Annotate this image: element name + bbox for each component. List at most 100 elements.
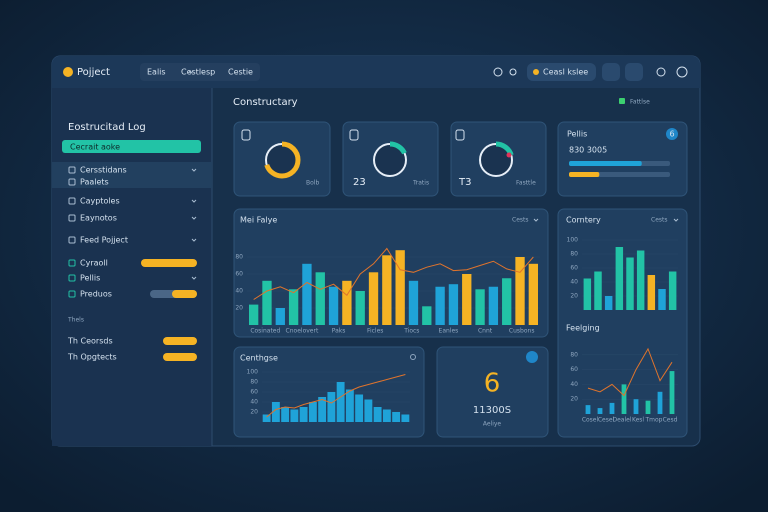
bar	[604, 296, 613, 310]
y-tick-label: 40	[570, 279, 578, 286]
y-tick-label: 60	[570, 366, 578, 373]
chevron[interactable]	[191, 199, 197, 203]
icon[interactable]	[509, 68, 517, 76]
bar	[515, 257, 525, 325]
app-title: Pojject	[77, 67, 110, 78]
chevron[interactable]	[188, 70, 194, 74]
item-icon	[68, 197, 76, 205]
bar	[668, 271, 677, 310]
y-tick-label: 20	[570, 293, 578, 300]
item-icon	[68, 274, 76, 282]
bar	[395, 250, 405, 325]
icon[interactable]	[656, 67, 666, 77]
bar	[308, 402, 317, 422]
bar	[392, 412, 401, 422]
x-tick-label: Cnoelovert	[286, 328, 319, 335]
sidebar-item[interactable]: Preduos	[80, 290, 112, 299]
bar	[364, 399, 373, 422]
y-tick-label: 100	[247, 369, 259, 376]
donut-arc	[371, 141, 409, 179]
card-label: Fasttle	[516, 180, 536, 187]
bar	[382, 409, 391, 422]
bar	[262, 280, 272, 325]
sidebar-item[interactable]: Paalets	[80, 178, 109, 187]
chevron[interactable]	[191, 216, 197, 220]
x-tick-label: Tiocs	[403, 328, 419, 335]
primary-button[interactable]	[62, 140, 201, 153]
x-tick-label: Tmop	[645, 417, 663, 424]
chevron[interactable]	[673, 218, 679, 222]
x-tick-label: Cusbons	[509, 328, 535, 335]
bar	[462, 274, 472, 325]
status-label: Fattlse	[630, 99, 650, 106]
bar	[271, 402, 280, 422]
sidebar-item[interactable]: Cyraoll	[80, 259, 108, 268]
chevron[interactable]	[533, 218, 539, 222]
bar	[382, 255, 392, 325]
icon-button[interactable]	[602, 63, 620, 81]
bar	[373, 407, 382, 422]
chevron[interactable]	[191, 168, 197, 172]
bar	[475, 289, 485, 325]
bar	[647, 275, 656, 310]
tab[interactable]: Cestlesp	[181, 68, 215, 77]
tab[interactable]: Ealis	[147, 68, 166, 77]
bar	[609, 402, 615, 414]
sidebar-item[interactable]: Pellis	[80, 274, 100, 283]
bar	[621, 384, 627, 414]
bar	[368, 272, 379, 325]
bar	[669, 371, 675, 414]
card-icon	[455, 129, 465, 141]
x-tick-label: Cesd	[663, 417, 678, 424]
bar	[583, 278, 592, 310]
x-tick-label: Paks	[332, 328, 346, 335]
sidebar-item[interactable]: Cayptoles	[80, 197, 120, 206]
sidebar-item[interactable]: Feed Pojject	[80, 236, 128, 245]
icon-button[interactable]	[625, 63, 643, 81]
y-tick-label: 40	[570, 381, 578, 388]
bar	[327, 392, 336, 422]
x-tick-label: Cesel	[598, 417, 615, 424]
bar	[281, 407, 290, 422]
sidebar-item[interactable]: Cersstidans	[80, 166, 127, 175]
bar	[633, 399, 639, 414]
x-tick-label: Cnnt	[478, 328, 493, 335]
bar	[585, 405, 591, 414]
bar	[408, 280, 419, 325]
icon[interactable]	[676, 66, 688, 78]
bar	[275, 308, 285, 325]
y-tick-label: 80	[570, 251, 578, 258]
card-icon	[349, 129, 359, 141]
icon[interactable]	[410, 354, 416, 360]
y-tick-label: 40	[235, 288, 243, 295]
bar	[401, 414, 410, 422]
filter[interactable]: Cests	[651, 217, 668, 224]
filter[interactable]: Cests	[512, 217, 529, 224]
bar	[615, 247, 624, 310]
donut-arc	[477, 141, 515, 179]
bar	[488, 286, 499, 325]
progress-bar	[569, 161, 642, 166]
chevron[interactable]	[191, 238, 197, 242]
progress-pill	[163, 353, 197, 361]
y-tick-label: 80	[250, 379, 258, 386]
icon[interactable]	[493, 67, 503, 77]
sidebar-item[interactable]: Th Opgtects	[67, 353, 117, 362]
bar	[342, 280, 352, 325]
sidebar-item[interactable]: Eaynotos	[80, 214, 117, 223]
tab[interactable]: Cestie	[228, 68, 253, 77]
chevron[interactable]	[191, 276, 197, 280]
bar	[636, 250, 645, 310]
y-tick-label: 20	[570, 396, 578, 403]
primary-button-label[interactable]: Cecrait aoke	[70, 143, 120, 152]
action-label[interactable]: Ceasl kslee	[543, 68, 588, 77]
action-button[interactable]	[527, 63, 596, 81]
bar	[328, 286, 339, 325]
x-tick-label: Cosinated	[250, 328, 280, 335]
bar	[528, 263, 539, 325]
bar	[594, 271, 602, 310]
sidebar-item[interactable]: Th Ceorsds	[67, 337, 113, 346]
page-title: Constructary	[233, 97, 298, 108]
